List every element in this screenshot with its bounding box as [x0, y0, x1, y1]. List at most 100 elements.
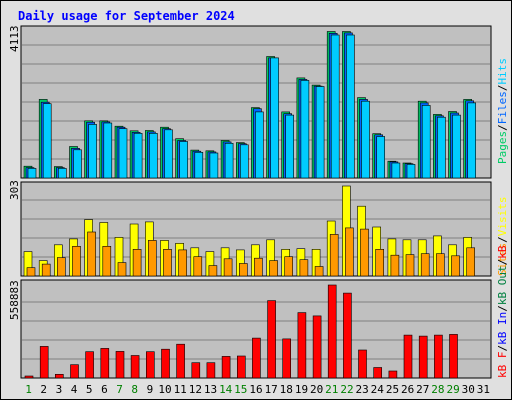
hits-bar [270, 57, 279, 179]
hits-bar [330, 34, 340, 179]
x-axis-label: 21 [325, 383, 338, 396]
hits-legend: Pages/Files/Hits [496, 58, 509, 164]
sites-bar [148, 240, 157, 277]
x-axis-label: 3 [56, 383, 63, 396]
kbf-bar [418, 335, 428, 379]
x-axis-label: 11 [174, 383, 187, 396]
legend-sep5: / [496, 305, 509, 312]
hits-bar [361, 100, 370, 179]
hits-bar [255, 111, 264, 179]
kbf-bar [282, 338, 292, 379]
legend-sep3: / [496, 236, 509, 243]
sites-bar [466, 247, 476, 277]
kbf-bar [85, 351, 94, 379]
hits-bar [179, 141, 188, 179]
legend-pages: Pages [496, 131, 509, 164]
kbf-bar [100, 348, 110, 379]
sites-bar [405, 254, 415, 277]
x-axis-label: 26 [401, 383, 414, 396]
hits-bar [42, 103, 52, 179]
legend-kbf: kB F [496, 352, 509, 379]
visits-legend: Sites/Visits [496, 197, 509, 277]
sites-bar [375, 249, 385, 277]
hits-bar [300, 80, 310, 179]
kbf-bar [252, 337, 261, 379]
sites-bar [314, 266, 324, 277]
x-axis-label: 27 [416, 383, 429, 396]
chart-title: Daily usage for September 2024 [18, 9, 235, 23]
kbf-bar [206, 362, 216, 379]
legend-hits: Hits [496, 58, 509, 85]
sites-bar [284, 256, 294, 277]
legend-kb: kB [496, 245, 509, 259]
hits-bar [437, 116, 446, 179]
sites-bar [239, 263, 248, 277]
legend-sep2: / [496, 85, 509, 92]
kbf-bar [191, 362, 201, 379]
sites-bar [223, 258, 233, 277]
x-axis-label: 24 [371, 383, 385, 396]
bars [23, 31, 477, 379]
x-axis-label: 23 [355, 383, 368, 396]
hits-bar [421, 105, 431, 179]
kbf-bar [176, 343, 185, 379]
x-axis-label: 6 [101, 383, 108, 396]
legend-visits: Visits [496, 197, 509, 237]
kbf-bar [358, 349, 367, 379]
x-axis-label: 18 [280, 383, 293, 396]
kbf-bar [312, 315, 322, 379]
x-axis-label: 28 [431, 383, 444, 396]
hits-bar [194, 152, 204, 179]
sites-bar [208, 265, 218, 277]
hits-bar [73, 149, 82, 179]
x-axis-label: 16 [249, 383, 262, 396]
legend-sep6: / [496, 259, 509, 266]
sites-bar [299, 259, 309, 277]
x-axis-label: 2 [40, 383, 47, 396]
hits-bar [149, 133, 158, 179]
hits-ymax-label: 4113 [8, 26, 21, 53]
x-axis-label: 19 [295, 383, 308, 396]
hits-bar [133, 133, 143, 179]
sites-bar [360, 228, 369, 277]
hits-bar [467, 102, 477, 179]
x-axis-label: 20 [310, 383, 323, 396]
kbf-bar [434, 334, 443, 379]
hits-bar [209, 152, 219, 179]
hits-bar [406, 164, 416, 179]
x-axis-label: 4 [71, 383, 78, 396]
legend-sep1: / [496, 124, 509, 131]
hits-bar [285, 114, 295, 179]
kbf-bar [54, 373, 64, 379]
hits-bar [27, 168, 37, 179]
x-axis-label: 25 [386, 383, 399, 396]
kbf-bar [221, 356, 231, 379]
hits-bar [88, 124, 97, 179]
sites-bar [193, 256, 203, 277]
legend-sep4: / [496, 345, 509, 352]
kbytes-ymax-label: 558883 [8, 280, 21, 320]
kbf-bar [24, 375, 34, 379]
kbf-bar [373, 367, 383, 379]
sites-bar [178, 249, 187, 277]
sites-bar [117, 262, 127, 277]
kbf-bar [39, 346, 49, 379]
sites-bar [436, 253, 445, 277]
x-axis-label: 29 [446, 383, 459, 396]
x-axis-labels: 1 2 3 4 5 6 7 8 9 10 11 12 13 14 15 16 17 18 19 20 21 22 23 24 2… [25, 383, 490, 396]
x-axis-label: 9 [147, 383, 154, 396]
sites-bar [269, 260, 278, 277]
sites-bar [102, 246, 112, 277]
sites-bar [56, 257, 66, 277]
kbf-bar [237, 355, 246, 379]
x-axis-label: 10 [158, 383, 171, 396]
legend-files: Files [496, 91, 509, 124]
x-axis-label: 1 [25, 383, 32, 396]
kbf-bar [388, 370, 398, 379]
hits-bar [452, 114, 461, 179]
x-axis-label: 7 [116, 383, 123, 396]
x-axis-label: 22 [340, 383, 353, 396]
x-axis-label: 17 [265, 383, 278, 396]
sites-bar [451, 255, 460, 277]
